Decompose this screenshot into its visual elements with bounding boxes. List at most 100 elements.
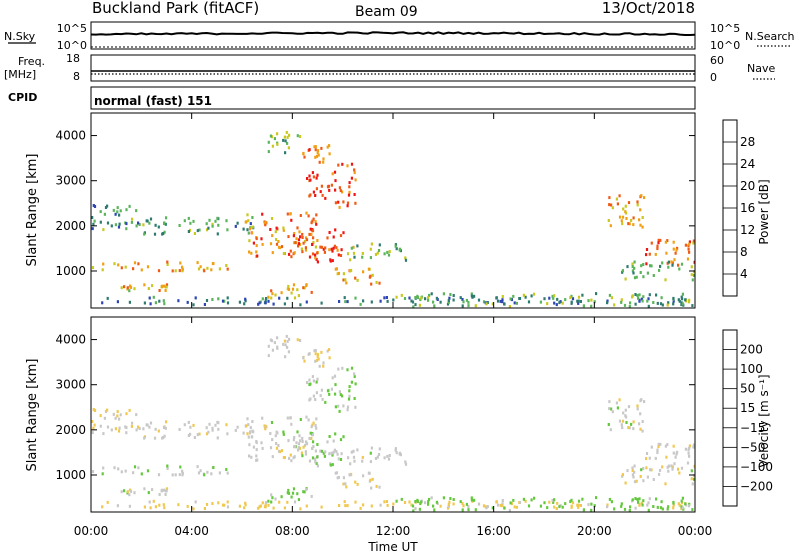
power-echo-cell <box>414 303 417 307</box>
power-echo-cell <box>661 261 664 265</box>
power-echo-cell <box>386 250 389 254</box>
velocity-echo-cell <box>261 446 264 450</box>
velocity-echo-cell <box>286 491 289 495</box>
velocity-echo-cell <box>638 497 641 501</box>
power-echo-cell <box>249 222 252 226</box>
power-echo-cell <box>672 299 675 303</box>
power-echo-cell <box>656 247 659 251</box>
velocity-echo-cell <box>419 502 422 506</box>
velocity-echo-cell <box>315 391 318 395</box>
velocity-echo-cell <box>286 339 289 343</box>
power-echo-cell <box>257 302 260 306</box>
velocity-echo-cell <box>287 488 290 492</box>
velocity-echo-cell <box>162 436 165 439</box>
power-echo-cell <box>302 241 305 245</box>
power-echo-cell <box>625 211 628 215</box>
power-echo-cell <box>634 293 637 296</box>
power-echo-cell <box>189 221 192 225</box>
power-echo-cell <box>296 288 299 292</box>
velocity-echo-cell <box>297 446 300 450</box>
power-echo-cell <box>299 235 302 239</box>
power-echo-cell <box>226 296 229 300</box>
power-echo-cell <box>309 178 312 182</box>
power-echo-cell <box>687 247 690 251</box>
power-echo-cell <box>613 303 616 307</box>
power-echo-cell <box>260 237 263 241</box>
velocity-echo-cell <box>347 397 351 401</box>
power-echo-cell <box>667 260 670 264</box>
x-tick-label: 04:00 <box>174 524 209 538</box>
power-echo-cell <box>666 303 669 307</box>
velocity-echo-cell <box>628 509 631 512</box>
velocity-echo-cell <box>238 504 241 508</box>
power-echo-cell <box>178 269 181 273</box>
power-echo-cell <box>645 262 648 266</box>
velocity-echo-cell <box>261 416 264 420</box>
velocity-echo-cell <box>162 503 165 507</box>
power-echo-cell <box>243 302 246 306</box>
power-echo-cell <box>106 204 109 208</box>
velocity-echo-cell <box>282 432 285 436</box>
power-echo-cell <box>267 295 270 299</box>
velocity-echo-cell <box>225 468 228 471</box>
velocity-echo-cell <box>553 505 556 509</box>
velocity-echo-cell <box>305 415 308 419</box>
velocity-echo-cell <box>348 385 351 389</box>
power-echo-cell <box>435 296 438 300</box>
power-echo-cell <box>308 232 311 236</box>
velocity-echo-cell <box>334 432 337 436</box>
power-echo-cell <box>316 260 319 264</box>
velocity-echo-cell <box>470 498 473 502</box>
velocity-echo-cell <box>624 481 627 485</box>
velocity-echo-cell <box>370 504 373 508</box>
velocity-echo-cell <box>243 506 246 510</box>
power-echo-cell <box>203 269 206 273</box>
velocity-echo-cell <box>633 464 636 468</box>
velocity-echo-cell <box>165 487 169 491</box>
power-echo-cell <box>163 302 166 306</box>
power-echo-cell <box>329 259 332 263</box>
power-echo-cell <box>590 304 593 308</box>
power-echo-cell <box>447 300 450 304</box>
power-echo-cell <box>369 274 372 278</box>
power-echo-cell <box>234 224 237 228</box>
velocity-echo-cell <box>638 422 641 426</box>
freq-top-tick: 18 <box>66 52 80 65</box>
velocity-echo-cell <box>312 440 315 444</box>
freq-label-line1: Freq. <box>18 55 45 68</box>
power-echo-cell <box>181 267 184 271</box>
velocity-echo-cell <box>672 500 675 504</box>
velocity-echo-cell <box>632 475 635 479</box>
power-echo-cell <box>186 300 189 304</box>
velocity-echo-cell <box>692 445 695 449</box>
power-echo-cell <box>344 278 347 282</box>
power-echo-cell <box>636 200 639 204</box>
x-tick-label: 12:00 <box>376 524 411 538</box>
velocity-echo-cell <box>337 475 340 479</box>
power-echo-cell <box>369 256 372 260</box>
power-echo-cell <box>686 257 690 261</box>
power-echo-cell <box>132 267 135 271</box>
power-echo-cell <box>303 239 307 243</box>
velocity-echo-cell <box>274 434 277 438</box>
power-echo-cell <box>118 213 121 217</box>
power-echo-cell <box>412 305 415 308</box>
power-echo-cell <box>656 301 659 305</box>
velocity-colorbar: −200 −100 −50 −15 15 50 100 200 <box>722 329 773 507</box>
power-echo-cell <box>301 236 304 239</box>
power-echo-cell <box>522 293 525 297</box>
velocity-echo-cell <box>226 500 229 504</box>
velocity-echo-cell <box>311 446 314 450</box>
power-echo-cell <box>337 271 340 275</box>
power-echo-cell <box>622 207 625 211</box>
velocity-echo-cell <box>143 487 146 491</box>
power-echo-cell <box>269 242 273 246</box>
power-echo-cell <box>124 265 127 269</box>
power-echo-cell <box>636 203 639 207</box>
power-echo-cell <box>359 302 362 306</box>
velocity-echo-cell <box>160 488 163 492</box>
power-echo-cell <box>618 215 622 219</box>
power-echo-cell <box>247 219 250 223</box>
velocity-echo-cell <box>576 503 579 507</box>
